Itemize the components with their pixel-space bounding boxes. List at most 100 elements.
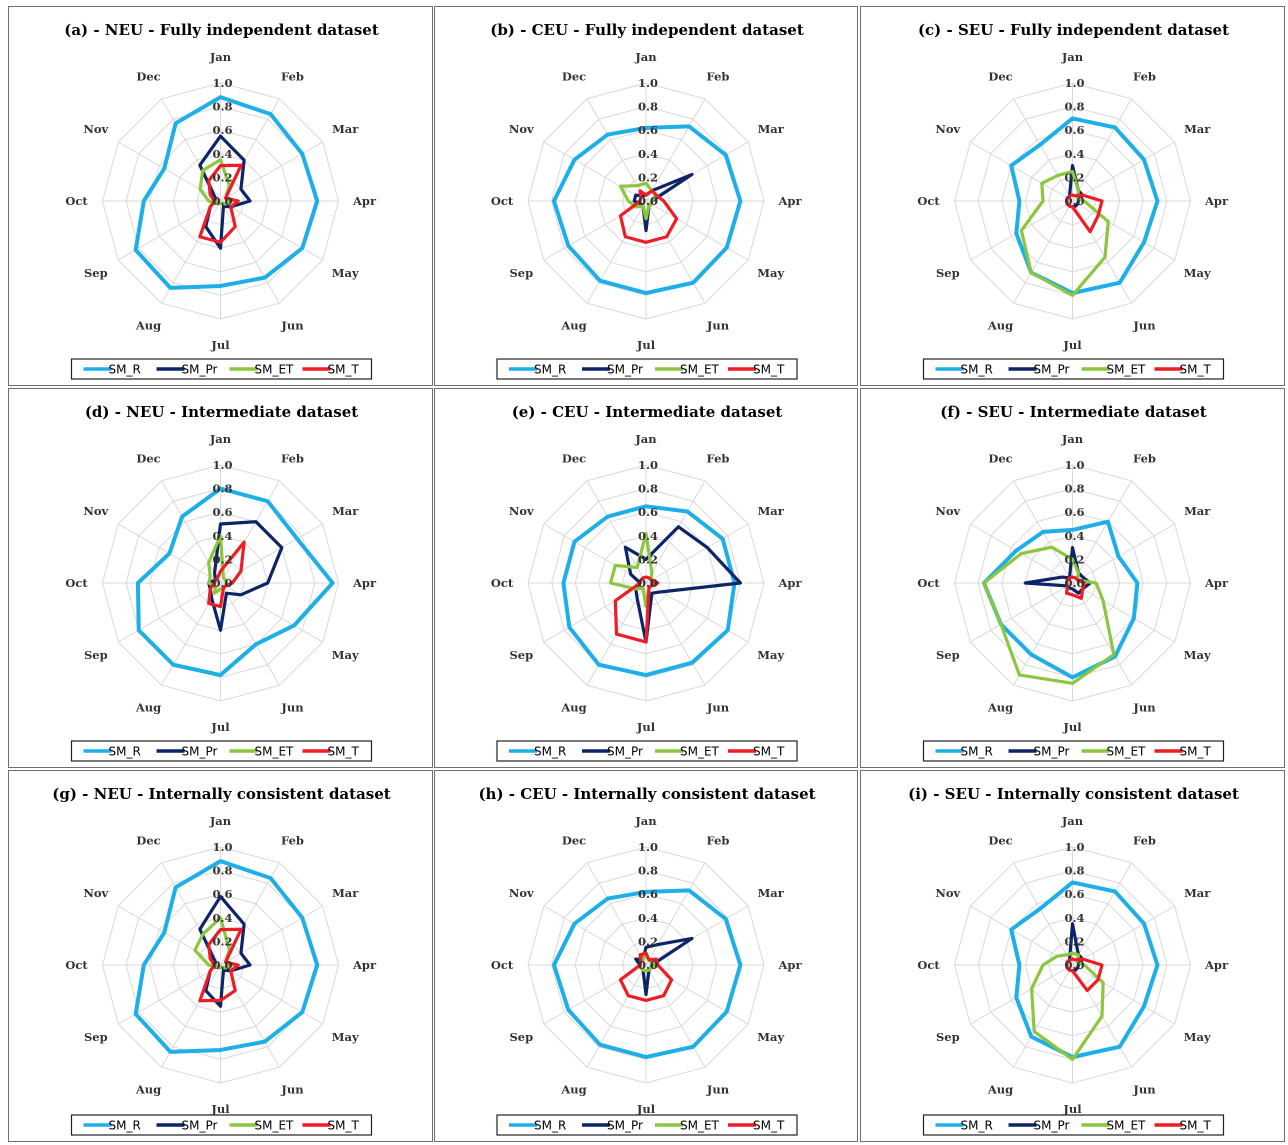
- month-label: Dec: [136, 451, 160, 465]
- month-label: Mar: [332, 122, 359, 136]
- series-line-sm-t: [207, 540, 246, 609]
- radial-tick-label: 0.6: [638, 123, 658, 137]
- month-label: Dec: [562, 451, 586, 465]
- month-label: Aug: [987, 1083, 1013, 1097]
- radial-tick-label: 0.0: [213, 576, 233, 590]
- radar-panel: (h) - CEU - Internally consistent datase…: [434, 770, 858, 1142]
- radial-tick-label: 1.0: [1065, 458, 1085, 472]
- legend-label: SM_Pr: [607, 363, 643, 377]
- radial-tick-label: 1.0: [213, 840, 233, 854]
- radial-tick-label: 0.2: [1065, 170, 1085, 184]
- month-label: Feb: [1133, 69, 1156, 83]
- month-label: Jul: [1062, 720, 1082, 734]
- month-label: Jan: [634, 432, 657, 446]
- month-label: Jun: [706, 701, 730, 715]
- radial-tick-label: 0.8: [638, 100, 658, 114]
- radar-chart: (c) - SEU - Fully independent dataset 0.0…: [917, 21, 1229, 380]
- month-label: Sep: [509, 648, 533, 662]
- legend-label: SM_R: [109, 1119, 141, 1133]
- legend: SM_R SM_Pr SM_ET SM_T: [70, 1114, 373, 1136]
- month-label: Sep: [936, 266, 960, 280]
- radial-tick-label: 0.8: [1065, 864, 1085, 878]
- legend-label: SM_R: [109, 745, 141, 759]
- radial-tick-label: 0.8: [638, 864, 658, 878]
- legend-label: SM_Pr: [182, 363, 218, 377]
- radar-chart: (a) - NEU - Fully independent dataset 0.0…: [64, 21, 379, 380]
- month-label: Nov: [935, 886, 960, 900]
- month-label: Nov: [83, 122, 108, 136]
- legend-label: SM_ET: [255, 1119, 295, 1133]
- radar-panel: (d) - NEU - Intermediate dataset 0.0 0.2 0.…: [8, 388, 433, 768]
- month-label: May: [332, 648, 359, 662]
- radial-tick-label: 0.2: [1065, 934, 1085, 948]
- month-label: Dec: [988, 833, 1012, 847]
- radial-tick-label: 0.8: [213, 864, 233, 878]
- legend-label: SM_T: [328, 363, 360, 377]
- radar-chart: (f) - SEU - Intermediate dataset 0.0 0.2 0.…: [917, 403, 1229, 762]
- legend-label: SM_ET: [680, 363, 720, 377]
- radar-chart: (g) - NEU - Internally consistent datase…: [52, 785, 391, 1136]
- month-label: Oct: [917, 576, 940, 590]
- legend-label: SM_Pr: [607, 745, 643, 759]
- radial-tick-label: 0.4: [213, 147, 233, 161]
- legend-label: SM_R: [961, 1119, 993, 1133]
- chart-title: (h) - CEU - Internally consistent datase…: [478, 785, 815, 803]
- month-label: Mar: [332, 504, 359, 518]
- month-label: Jul: [636, 1102, 656, 1116]
- radial-tick-label: 0.4: [213, 529, 233, 543]
- chart-title: (g) - NEU - Internally consistent datase…: [52, 785, 391, 803]
- radar-panel: (e) - CEU - Intermediate dataset 0.0 0.2 0.…: [434, 388, 858, 768]
- radar-chart: (d) - NEU - Intermediate dataset 0.0 0.2 0.…: [65, 403, 377, 762]
- radial-tick-label: 0.2: [638, 934, 658, 948]
- radial-tick-label: 0.6: [1065, 887, 1085, 901]
- radar-grid: [101, 846, 340, 1084]
- radial-tick-label: 0.8: [213, 482, 233, 496]
- month-label: Jul: [1062, 1102, 1082, 1116]
- month-label: Jul: [636, 720, 656, 734]
- legend-label: SM_R: [109, 363, 141, 377]
- series-line-sm-t: [618, 189, 679, 244]
- legend-label: SM_ET: [1107, 1119, 1147, 1133]
- legend: SM_R SM_Pr SM_ET SM_T: [922, 1114, 1225, 1136]
- series-line-sm-r: [551, 124, 743, 296]
- legend-label: SM_ET: [255, 363, 295, 377]
- month-label: Aug: [560, 319, 586, 333]
- series-line-sm-pr: [632, 172, 694, 233]
- radial-tick-label: 0.6: [638, 887, 658, 901]
- chart-title: (i) - SEU - Internally consistent datase…: [908, 785, 1239, 803]
- radial-tick-label: 1.0: [213, 458, 233, 472]
- series-line-sm-pr: [198, 894, 252, 1008]
- radial-tick-label: 0.0: [638, 958, 658, 972]
- radar-panel: (f) - SEU - Intermediate dataset 0.0 0.2 0.…: [860, 388, 1285, 768]
- radial-tick-label: 0.8: [1065, 100, 1085, 114]
- radial-tick-label: 0.4: [638, 147, 658, 161]
- radar-chart: (i) - SEU - Internally consistent datase…: [908, 785, 1239, 1136]
- month-label: Dec: [988, 451, 1012, 465]
- month-label: Sep: [84, 1030, 108, 1044]
- series-line-sm-pr: [198, 134, 252, 250]
- month-label: Jan: [209, 50, 232, 64]
- month-label: Aug: [987, 319, 1013, 333]
- month-label: Oct: [917, 958, 940, 972]
- chart-title: (d) - NEU - Intermediate dataset: [85, 403, 358, 421]
- month-label: Jun: [1132, 701, 1156, 715]
- legend-label: SM_Pr: [607, 1119, 643, 1133]
- month-label: Apr: [777, 194, 802, 208]
- series-line-sm-r: [135, 486, 335, 678]
- legend-label: SM_ET: [255, 745, 295, 759]
- month-label: Jul: [210, 1102, 230, 1116]
- legend-label: SM_T: [1180, 745, 1212, 759]
- radial-tick-label: 0.4: [1065, 529, 1085, 543]
- month-label: Aug: [135, 701, 161, 715]
- month-label: Apr: [1204, 958, 1229, 972]
- legend-label: SM_R: [534, 745, 566, 759]
- month-label: Feb: [281, 69, 304, 83]
- series-line-sm-r: [133, 859, 320, 1054]
- series-line-sm-pr: [1023, 546, 1092, 595]
- radial-tick-label: 0.2: [638, 170, 658, 184]
- month-label: Jan: [1061, 50, 1084, 64]
- month-label: Feb: [1133, 833, 1156, 847]
- radial-tick-label: 0.0: [638, 194, 658, 208]
- legend-label: SM_T: [1180, 1119, 1212, 1133]
